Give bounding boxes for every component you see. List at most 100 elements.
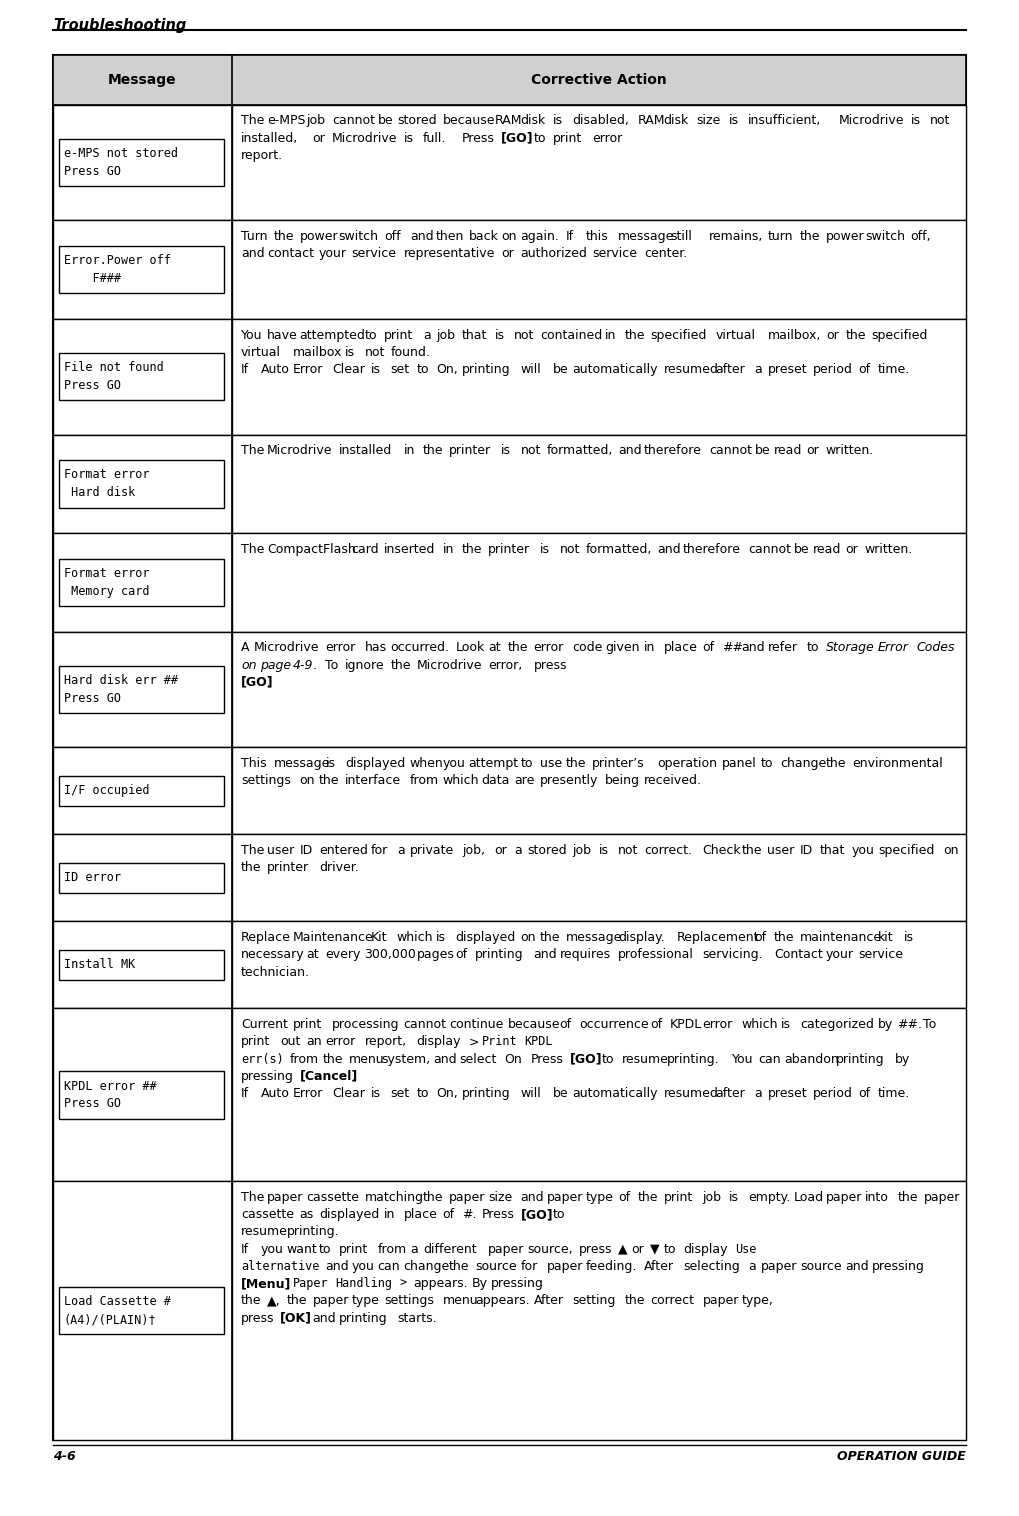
Bar xyxy=(59,666,224,713)
Text: automatically: automatically xyxy=(573,1087,658,1101)
Text: page: page xyxy=(261,658,291,672)
Text: the: the xyxy=(638,1192,658,1204)
Text: printer: printer xyxy=(449,444,491,458)
Text: Maintenance: Maintenance xyxy=(292,931,374,944)
Text: to: to xyxy=(602,1052,614,1066)
Text: again.: again. xyxy=(521,230,559,243)
Text: on: on xyxy=(501,230,517,243)
Text: set: set xyxy=(390,362,410,376)
Text: the: the xyxy=(390,658,411,672)
Bar xyxy=(53,747,232,834)
Text: center.: center. xyxy=(644,247,687,261)
Text: from: from xyxy=(410,775,439,787)
Text: [Cancel]: [Cancel] xyxy=(300,1070,358,1082)
Text: you: you xyxy=(352,1260,374,1273)
Text: received.: received. xyxy=(644,775,702,787)
Text: report,: report, xyxy=(365,1035,407,1049)
Bar xyxy=(59,246,224,294)
Text: service: service xyxy=(592,247,637,261)
Text: error: error xyxy=(702,1019,733,1031)
Text: is: is xyxy=(345,346,355,359)
Text: change: change xyxy=(781,756,826,770)
Text: job: job xyxy=(306,114,325,127)
Text: Codes: Codes xyxy=(917,641,956,655)
Text: have: have xyxy=(267,329,298,341)
Text: Hard disk err ##: Hard disk err ## xyxy=(64,675,177,687)
Text: setting: setting xyxy=(573,1295,615,1307)
Text: 4-6: 4-6 xyxy=(53,1449,75,1463)
Text: display: display xyxy=(683,1243,728,1255)
Bar xyxy=(59,1287,224,1334)
Text: Paper: Paper xyxy=(292,1276,328,1290)
Bar xyxy=(232,105,966,220)
Bar xyxy=(53,1181,232,1440)
Text: the: the xyxy=(625,329,645,341)
Text: code: code xyxy=(573,641,603,655)
Text: [GO]: [GO] xyxy=(521,1208,553,1222)
Text: the: the xyxy=(449,1260,470,1273)
Text: The: The xyxy=(240,444,264,458)
Text: error,: error, xyxy=(488,658,522,672)
Text: the: the xyxy=(507,641,528,655)
Text: On,: On, xyxy=(436,1087,458,1101)
Text: different: different xyxy=(423,1243,477,1255)
Text: Press: Press xyxy=(531,1052,564,1066)
Text: Current: Current xyxy=(240,1019,287,1031)
Text: F###: F### xyxy=(64,271,121,285)
Text: occurrence: occurrence xyxy=(579,1019,648,1031)
Text: interface: interface xyxy=(345,775,401,787)
Text: ##: ## xyxy=(721,641,743,655)
Text: is: is xyxy=(501,444,511,458)
Text: Microdrive: Microdrive xyxy=(332,132,397,144)
Text: printing: printing xyxy=(836,1052,884,1066)
Bar xyxy=(53,220,232,318)
Text: menu: menu xyxy=(442,1295,478,1307)
Text: representative: representative xyxy=(404,247,495,261)
Text: turn: turn xyxy=(767,230,793,243)
Text: Check: Check xyxy=(702,844,741,857)
Text: the: the xyxy=(286,1295,307,1307)
Text: therefore: therefore xyxy=(644,444,702,458)
Text: KPDL error ##: KPDL error ## xyxy=(64,1079,157,1093)
Bar xyxy=(232,1181,966,1440)
Text: not: not xyxy=(365,346,385,359)
Text: is: is xyxy=(904,931,914,944)
Text: Replace: Replace xyxy=(240,931,290,944)
Text: Print: Print xyxy=(481,1035,517,1049)
Text: RAM: RAM xyxy=(494,114,522,127)
Text: Message: Message xyxy=(108,73,176,86)
Bar xyxy=(59,1072,224,1119)
Text: displayed: displayed xyxy=(345,756,406,770)
Text: Contact: Contact xyxy=(774,949,822,961)
Text: of: of xyxy=(754,931,766,944)
Bar xyxy=(53,55,966,1440)
Text: error: error xyxy=(534,641,564,655)
Text: e-MPS not stored: e-MPS not stored xyxy=(64,147,177,161)
Text: of: of xyxy=(858,1087,870,1101)
Bar xyxy=(53,105,232,220)
Text: Memory card: Memory card xyxy=(64,585,150,597)
Text: resumed: resumed xyxy=(663,1087,718,1101)
Text: The: The xyxy=(240,1192,264,1204)
Text: job: job xyxy=(573,844,591,857)
Text: menu: menu xyxy=(348,1052,384,1066)
Text: is: is xyxy=(598,844,608,857)
Text: Microdrive: Microdrive xyxy=(254,641,319,655)
Text: I/F occupied: I/F occupied xyxy=(64,784,150,797)
Text: out: out xyxy=(280,1035,301,1049)
Text: The: The xyxy=(240,844,264,857)
Text: printing: printing xyxy=(462,362,511,376)
Text: Format error: Format error xyxy=(64,468,150,482)
Text: report.: report. xyxy=(240,149,283,162)
Text: and: and xyxy=(618,444,642,458)
Text: You: You xyxy=(732,1052,753,1066)
Text: the: the xyxy=(625,1295,645,1307)
Bar xyxy=(59,776,224,805)
Text: or: or xyxy=(494,844,507,857)
Text: not: not xyxy=(521,444,541,458)
Text: place: place xyxy=(404,1208,437,1222)
Bar xyxy=(59,863,224,893)
Text: a: a xyxy=(397,844,405,857)
Text: 4-9: 4-9 xyxy=(292,658,314,672)
Text: the: the xyxy=(540,931,560,944)
